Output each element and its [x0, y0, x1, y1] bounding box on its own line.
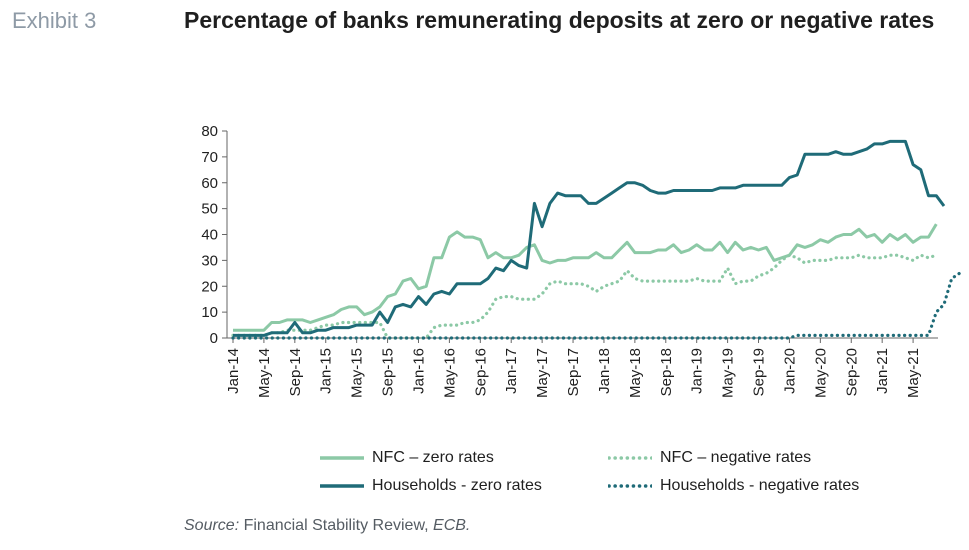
source-text: Financial Stability Review, — [243, 517, 429, 534]
x-tick-label: Jan-18 — [596, 348, 613, 394]
x-tick-label: May-21 — [905, 348, 922, 398]
x-tick-label: Sep-20 — [843, 348, 860, 396]
chart-axes — [222, 130, 938, 343]
legend-swatch-solid-light — [320, 456, 364, 460]
x-tick-label: Jan-20 — [781, 348, 798, 394]
x-tick-label: May-17 — [534, 348, 551, 398]
legend-swatch-solid-dark — [320, 484, 364, 488]
y-tick-label: 10 — [201, 304, 218, 321]
series-line-3 — [231, 271, 962, 340]
chart-legend: NFC – zero rates NFC – negative rates Ho… — [320, 445, 920, 505]
chart-tick-labels: 0 10 20 30 40 50 60 70 80 Jan-14 May-14 Sep-14 Jan-1… — [201, 123, 922, 398]
y-tick-label: 20 — [201, 278, 218, 295]
series-line-2 — [233, 139, 946, 337]
x-tick-label: Sep-15 — [380, 348, 397, 396]
x-tick-label: Sep-14 — [287, 348, 304, 396]
x-tick-label: May-15 — [349, 348, 366, 398]
x-tick-label: Sep-19 — [751, 348, 768, 396]
source-publisher: ECB. — [433, 517, 471, 534]
legend-label: NFC – negative rates — [660, 449, 812, 466]
x-tick-label: Sep-17 — [565, 348, 582, 396]
x-tick-label: Jan-19 — [689, 348, 706, 394]
legend-label: Households - zero rates — [372, 477, 542, 494]
legend-swatch-dotted-light — [608, 456, 652, 460]
y-tick-label: 40 — [201, 227, 218, 244]
legend-item-households-zero: Households - zero rates — [320, 477, 542, 495]
x-tick-label: May-14 — [256, 348, 273, 398]
x-tick-label: Jan-15 — [318, 348, 335, 394]
line-chart: 0 10 20 30 40 50 60 70 80 Jan-14 May-14 Sep-14 Jan-1… — [201, 123, 962, 398]
source-prefix: Source: — [184, 517, 240, 534]
x-tick-label: May-18 — [627, 348, 644, 398]
chart-series — [231, 139, 962, 340]
y-tick-label: 0 — [210, 330, 218, 347]
chart-title: Percentage of banks remunerating deposit… — [184, 7, 935, 33]
y-tick-label: 30 — [201, 252, 218, 269]
y-tick-label: 70 — [201, 149, 218, 166]
x-tick-label: Jan-14 — [225, 348, 242, 394]
x-tick-label: May-19 — [720, 348, 737, 398]
legend-label: Households - negative rates — [660, 477, 860, 494]
series-line-0 — [233, 223, 938, 332]
series-line-1 — [231, 253, 938, 340]
legend-label: NFC – zero rates — [372, 449, 494, 466]
legend-swatch-dotted-dark — [608, 484, 652, 488]
legend-item-nfc-zero: NFC – zero rates — [320, 449, 494, 467]
x-tick-label: May-16 — [441, 348, 458, 398]
x-tick-label: Jan-17 — [503, 348, 520, 394]
y-tick-label: 80 — [201, 123, 218, 140]
legend-item-households-negative: Households - negative rates — [608, 477, 859, 495]
x-tick-label: Sep-16 — [472, 348, 489, 396]
x-tick-label: Jan-21 — [874, 348, 891, 394]
source-note: Source: Financial Stability Review, ECB. — [184, 517, 470, 535]
x-tick-label: Sep-18 — [658, 348, 675, 396]
legend-item-nfc-negative: NFC – negative rates — [608, 449, 811, 467]
exhibit-label: Exhibit 3 — [12, 8, 97, 33]
x-tick-label: Jan-16 — [410, 348, 427, 394]
y-tick-label: 50 — [201, 201, 218, 218]
y-tick-label: 60 — [201, 175, 218, 192]
x-tick-label: May-20 — [812, 348, 829, 398]
